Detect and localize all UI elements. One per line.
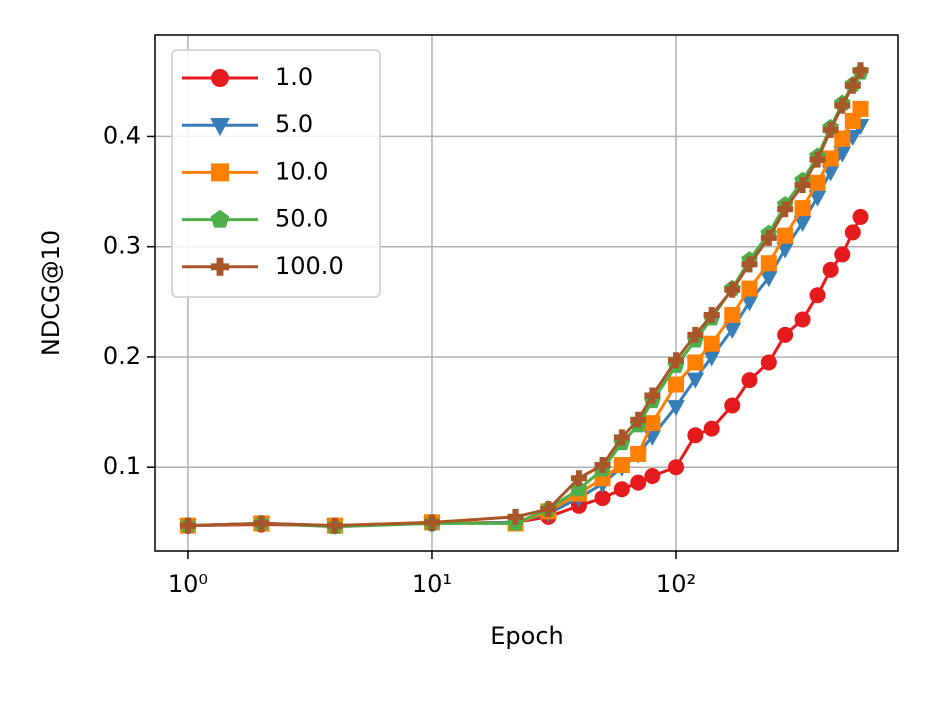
marker bbox=[740, 295, 759, 312]
marker bbox=[741, 256, 758, 273]
marker bbox=[741, 372, 758, 389]
marker bbox=[687, 354, 704, 371]
marker bbox=[777, 227, 794, 244]
marker bbox=[179, 517, 196, 534]
marker bbox=[809, 287, 826, 304]
y-tick-label: 0.4 bbox=[103, 121, 141, 149]
marker bbox=[723, 322, 742, 339]
marker bbox=[630, 411, 647, 428]
marker bbox=[668, 376, 685, 393]
plot-frame bbox=[154, 34, 899, 552]
marker bbox=[570, 470, 587, 487]
marker bbox=[794, 200, 811, 217]
y-tick-label: 0.1 bbox=[103, 452, 141, 480]
marker bbox=[852, 100, 869, 117]
marker bbox=[702, 350, 721, 367]
marker bbox=[326, 517, 343, 534]
x-axis-label: Epoch bbox=[490, 622, 564, 650]
plot-area bbox=[179, 62, 870, 536]
marker bbox=[822, 121, 839, 138]
legend: 1.0 5.0 10.0 50.0 100.0 bbox=[171, 49, 381, 298]
legend-label: 50.0 bbox=[275, 205, 328, 233]
marker bbox=[613, 481, 630, 498]
marker bbox=[630, 445, 647, 462]
marker bbox=[852, 208, 869, 225]
legend-box bbox=[171, 49, 381, 298]
marker bbox=[844, 77, 861, 94]
y-axis-label: NDCG@10 bbox=[37, 230, 65, 356]
x-tick-label: 10² bbox=[656, 570, 696, 598]
marker bbox=[834, 97, 851, 114]
marker bbox=[507, 508, 524, 525]
x-tick-label: 10⁰ bbox=[168, 570, 208, 598]
y-tick-label: 0.2 bbox=[103, 342, 141, 370]
marker bbox=[687, 326, 704, 343]
marker bbox=[844, 224, 861, 241]
legend-label: 5.0 bbox=[275, 110, 313, 138]
marker bbox=[594, 457, 611, 473]
marker bbox=[644, 468, 661, 485]
marker bbox=[668, 352, 685, 369]
marker bbox=[777, 326, 794, 343]
marker bbox=[703, 307, 720, 324]
marker bbox=[809, 174, 826, 191]
marker bbox=[776, 242, 794, 259]
marker bbox=[822, 261, 839, 278]
marker bbox=[760, 255, 777, 272]
legend-label: 100.0 bbox=[275, 252, 344, 280]
marker bbox=[760, 229, 777, 246]
marker bbox=[834, 246, 851, 263]
marker bbox=[844, 113, 861, 129]
marker bbox=[794, 176, 811, 193]
marker bbox=[423, 514, 440, 531]
marker bbox=[210, 118, 230, 136]
marker bbox=[808, 190, 827, 207]
marker bbox=[644, 387, 661, 404]
marker bbox=[594, 490, 611, 507]
marker bbox=[613, 429, 630, 446]
marker bbox=[809, 151, 826, 168]
marker bbox=[540, 501, 557, 518]
marker bbox=[724, 397, 741, 414]
marker bbox=[703, 335, 720, 352]
marker bbox=[211, 257, 229, 276]
y-tick-label: 0.3 bbox=[103, 232, 141, 260]
marker bbox=[644, 415, 661, 432]
x-tick-label: 10¹ bbox=[412, 570, 452, 598]
series bbox=[179, 62, 869, 534]
marker bbox=[741, 280, 758, 297]
marker bbox=[703, 420, 720, 437]
marker bbox=[687, 427, 704, 444]
marker bbox=[211, 69, 229, 87]
legend-label: 10.0 bbox=[275, 157, 328, 185]
marker bbox=[613, 457, 630, 473]
marker bbox=[852, 62, 869, 79]
marker bbox=[253, 515, 270, 532]
marker bbox=[794, 311, 811, 328]
marker bbox=[793, 216, 812, 233]
marker bbox=[668, 459, 685, 476]
legend-label: 1.0 bbox=[275, 63, 313, 91]
marker bbox=[834, 130, 851, 147]
marker bbox=[211, 163, 229, 182]
marker bbox=[630, 474, 647, 491]
marker bbox=[210, 209, 230, 228]
marker bbox=[760, 271, 778, 288]
marker bbox=[724, 307, 741, 324]
marker bbox=[777, 201, 794, 218]
marker bbox=[822, 150, 839, 167]
marker bbox=[724, 281, 741, 298]
marker bbox=[667, 400, 685, 417]
marker bbox=[760, 354, 777, 371]
marker bbox=[686, 372, 705, 389]
